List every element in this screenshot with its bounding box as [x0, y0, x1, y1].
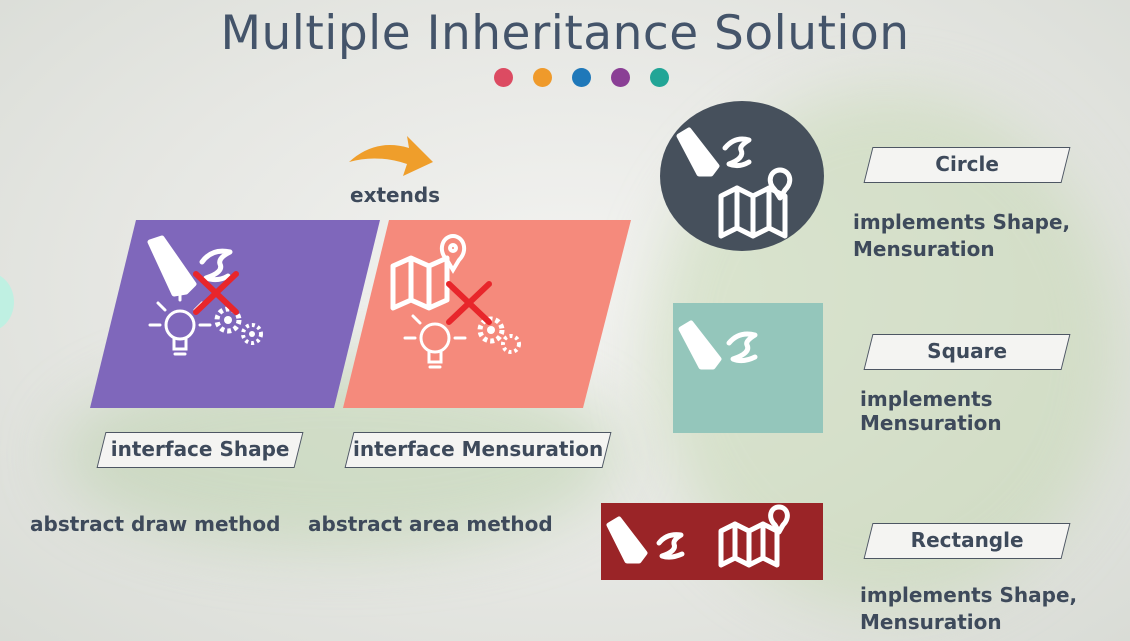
- color-dots: [494, 68, 669, 87]
- pen-icon: [147, 235, 233, 297]
- square-implements-line1: implements Mensuration: [860, 387, 1002, 435]
- dot-3: [572, 68, 591, 87]
- page-title: Multiple Inheritance Solution: [220, 6, 910, 61]
- extends-label: extends: [350, 183, 441, 207]
- circle-label: Circle: [863, 147, 1071, 183]
- circle-implements-line1: implements Shape,: [853, 210, 1071, 234]
- mensuration-method-text: abstract area method: [308, 512, 553, 536]
- square-class-icon: [673, 303, 823, 433]
- lightbulb-icon: [148, 292, 212, 356]
- dot-2: [533, 68, 552, 87]
- map-pin-icon: [439, 233, 467, 274]
- curved-arrow-icon: [349, 136, 433, 176]
- lightbulb-icon: [403, 314, 467, 369]
- shape-interface-card: [90, 220, 380, 408]
- circle-implements-line2: Mensuration: [853, 237, 995, 261]
- circle-class-icon: [660, 101, 824, 251]
- interface-mensuration-label: interface Mensuration: [344, 432, 612, 468]
- rectangle-label: Rectangle: [863, 523, 1071, 559]
- gears-icon: [477, 316, 521, 354]
- cross-icon: [446, 281, 492, 325]
- dot-5: [650, 68, 669, 87]
- rectangle-implements-line1: implements Shape,: [860, 583, 1078, 607]
- dot-1: [494, 68, 513, 87]
- square-label: Square: [863, 334, 1071, 370]
- mensuration-interface-card: [343, 220, 631, 408]
- cross-icon: [193, 271, 239, 315]
- dot-4: [611, 68, 630, 87]
- rectangle-implements-line2: Mensuration: [860, 610, 1002, 634]
- edge-circle-decoration: [0, 272, 14, 332]
- gears-icon: [214, 306, 263, 345]
- map-icon: [390, 255, 450, 311]
- rectangle-class-icon: [601, 503, 823, 580]
- interface-shape-label: interface Shape: [96, 432, 304, 468]
- shape-method-text: abstract draw method: [30, 512, 281, 536]
